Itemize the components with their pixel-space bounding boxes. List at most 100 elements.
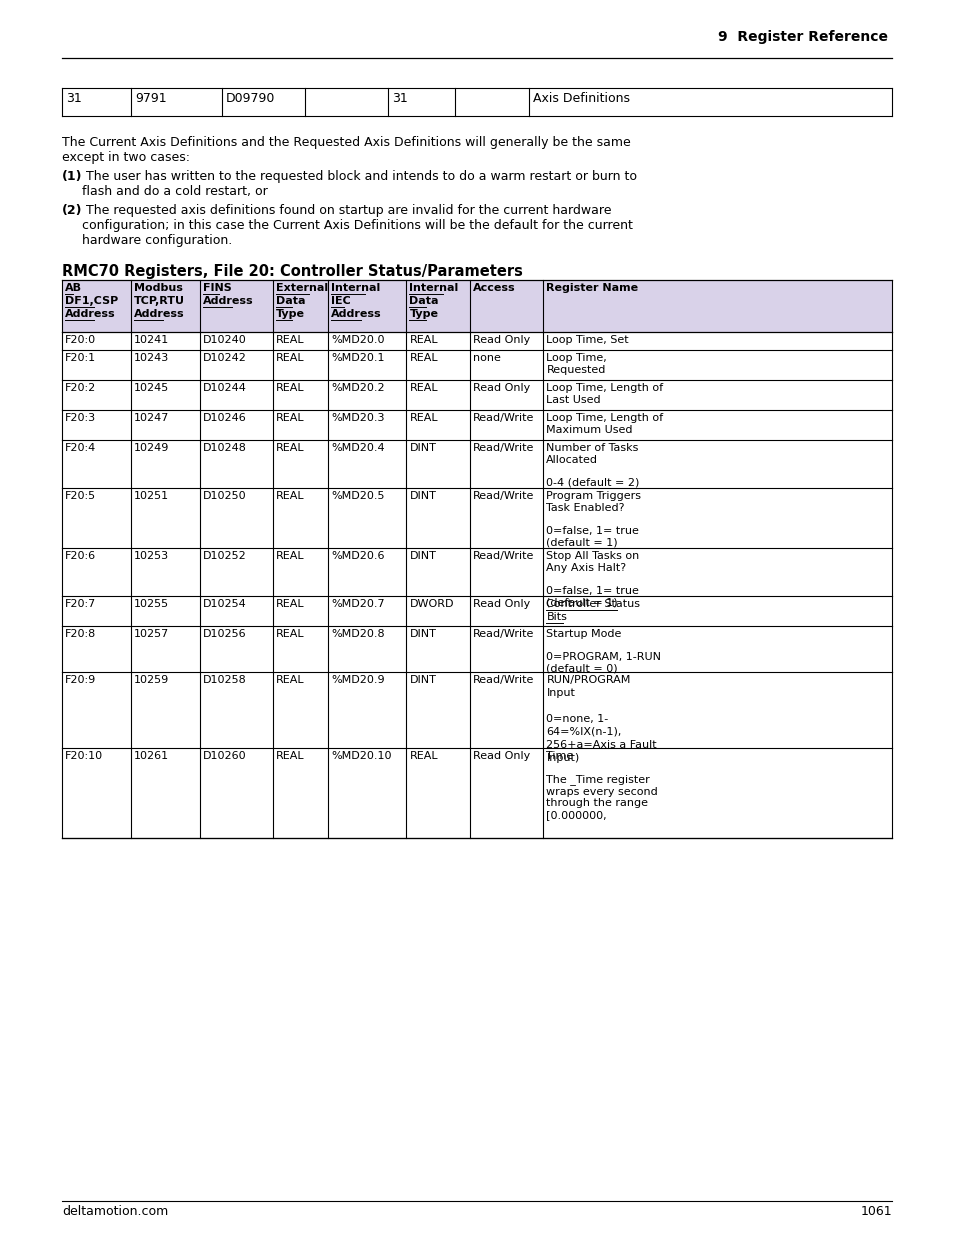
Text: 10251: 10251 — [133, 492, 169, 501]
Text: 10247: 10247 — [133, 412, 169, 424]
Text: DINT: DINT — [409, 676, 436, 685]
Text: 9791: 9791 — [134, 91, 167, 105]
Text: The user has written to the requested block and intends to do a warm restart or : The user has written to the requested bl… — [82, 170, 637, 198]
Text: Input): Input) — [546, 753, 579, 763]
Text: F20:8: F20:8 — [65, 629, 96, 638]
Text: 10259: 10259 — [133, 676, 169, 685]
Text: D10242: D10242 — [203, 353, 247, 363]
Text: Modbus: Modbus — [133, 283, 183, 293]
Text: REAL: REAL — [275, 751, 304, 761]
Text: REAL: REAL — [275, 676, 304, 685]
Text: DINT: DINT — [409, 629, 436, 638]
Text: F20:4: F20:4 — [65, 443, 96, 453]
Text: Stop All Tasks on
Any Axis Halt?

0=false, 1= true
(default = 1): Stop All Tasks on Any Axis Halt? 0=false… — [546, 551, 639, 608]
Text: D10260: D10260 — [203, 751, 246, 761]
Text: Read/Write: Read/Write — [473, 676, 535, 685]
Text: Access: Access — [473, 283, 516, 293]
Text: deltamotion.com: deltamotion.com — [62, 1205, 168, 1218]
Text: D10248: D10248 — [203, 443, 247, 453]
Text: Type: Type — [409, 309, 438, 319]
Text: 10253: 10253 — [133, 551, 169, 561]
Text: none: none — [473, 353, 500, 363]
Text: 10241: 10241 — [133, 335, 169, 345]
Text: DF1,CSP: DF1,CSP — [65, 296, 118, 306]
Text: AB: AB — [65, 283, 82, 293]
Text: 0=none, 1-: 0=none, 1- — [546, 714, 608, 724]
Text: 9  Register Reference: 9 Register Reference — [718, 30, 887, 44]
Text: Controller Status: Controller Status — [546, 599, 639, 609]
Text: %MD20.8: %MD20.8 — [331, 629, 385, 638]
Text: D10256: D10256 — [203, 629, 246, 638]
Text: Read/Write: Read/Write — [473, 443, 535, 453]
Text: Internal: Internal — [331, 283, 380, 293]
Text: REAL: REAL — [275, 412, 304, 424]
Text: %MD20.3: %MD20.3 — [331, 412, 384, 424]
Text: 10249: 10249 — [133, 443, 169, 453]
Text: TCP,RTU: TCP,RTU — [133, 296, 185, 306]
Text: REAL: REAL — [409, 383, 437, 393]
Text: Read/Write: Read/Write — [473, 492, 535, 501]
Text: 256+a=Axis a Fault: 256+a=Axis a Fault — [546, 740, 657, 750]
Text: Internal: Internal — [409, 283, 458, 293]
Text: %MD20.1: %MD20.1 — [331, 353, 384, 363]
Text: RMC70 Registers, File 20: Controller Status/Parameters: RMC70 Registers, File 20: Controller Sta… — [62, 264, 522, 279]
Text: DINT: DINT — [409, 492, 436, 501]
Text: F20:0: F20:0 — [65, 335, 96, 345]
Text: REAL: REAL — [275, 353, 304, 363]
Text: (2): (2) — [62, 204, 82, 217]
Text: REAL: REAL — [275, 335, 304, 345]
Text: D10246: D10246 — [203, 412, 246, 424]
Text: DWORD: DWORD — [409, 599, 454, 609]
Text: 10245: 10245 — [133, 383, 169, 393]
Text: F20:6: F20:6 — [65, 551, 96, 561]
Text: The requested axis definitions found on startup are invalid for the current hard: The requested axis definitions found on … — [82, 204, 632, 247]
Text: %MD20.6: %MD20.6 — [331, 551, 384, 561]
Text: 10261: 10261 — [133, 751, 169, 761]
Text: D10254: D10254 — [203, 599, 246, 609]
Text: 1061: 1061 — [860, 1205, 891, 1218]
Text: 10243: 10243 — [133, 353, 169, 363]
Text: REAL: REAL — [409, 751, 437, 761]
Text: Program Triggers
Task Enabled?

0=false, 1= true
(default = 1): Program Triggers Task Enabled? 0=false, … — [546, 492, 640, 547]
Text: Read Only: Read Only — [473, 751, 530, 761]
Text: REAL: REAL — [409, 335, 437, 345]
Text: F20:3: F20:3 — [65, 412, 96, 424]
Text: DINT: DINT — [409, 551, 436, 561]
Text: 31: 31 — [392, 91, 408, 105]
Text: REAL: REAL — [275, 492, 304, 501]
Text: %MD20.2: %MD20.2 — [331, 383, 385, 393]
Bar — [62, 280, 891, 332]
Text: Register Name: Register Name — [546, 283, 638, 293]
Text: Loop Time,
Requested: Loop Time, Requested — [546, 353, 606, 374]
Text: F20:2: F20:2 — [65, 383, 96, 393]
Text: %MD20.7: %MD20.7 — [331, 599, 385, 609]
Text: Input: Input — [546, 688, 575, 698]
Text: 31: 31 — [66, 91, 82, 105]
Text: FINS: FINS — [203, 283, 232, 293]
Text: Number of Tasks
Allocated

0-4 (default = 2): Number of Tasks Allocated 0-4 (default =… — [546, 443, 639, 488]
Text: F20:5: F20:5 — [65, 492, 96, 501]
Text: F20:9: F20:9 — [65, 676, 96, 685]
Text: Startup Mode

0=PROGRAM, 1-RUN
(default = 0): Startup Mode 0=PROGRAM, 1-RUN (default =… — [546, 629, 660, 674]
Text: Read/Write: Read/Write — [473, 629, 535, 638]
Text: External: External — [275, 283, 328, 293]
Text: D10240: D10240 — [203, 335, 246, 345]
Text: D10258: D10258 — [203, 676, 246, 685]
Text: Data: Data — [409, 296, 438, 306]
Text: Address: Address — [65, 309, 115, 319]
Text: Data: Data — [275, 296, 305, 306]
Text: REAL: REAL — [275, 599, 304, 609]
Text: Read/Write: Read/Write — [473, 412, 535, 424]
Text: Bits: Bits — [546, 613, 567, 622]
Text: DINT: DINT — [409, 443, 436, 453]
Text: REAL: REAL — [409, 353, 437, 363]
Text: D09790: D09790 — [226, 91, 275, 105]
Text: Axis Definitions: Axis Definitions — [533, 91, 630, 105]
Text: %MD20.5: %MD20.5 — [331, 492, 384, 501]
Text: The Current Axis Definitions and the Requested Axis Definitions will generally b: The Current Axis Definitions and the Req… — [62, 136, 630, 164]
Text: %MD20.10: %MD20.10 — [331, 751, 392, 761]
Text: %MD20.4: %MD20.4 — [331, 443, 385, 453]
Text: %MD20.0: %MD20.0 — [331, 335, 384, 345]
Text: D10252: D10252 — [203, 551, 246, 561]
Text: RUN/PROGRAM: RUN/PROGRAM — [546, 676, 630, 685]
